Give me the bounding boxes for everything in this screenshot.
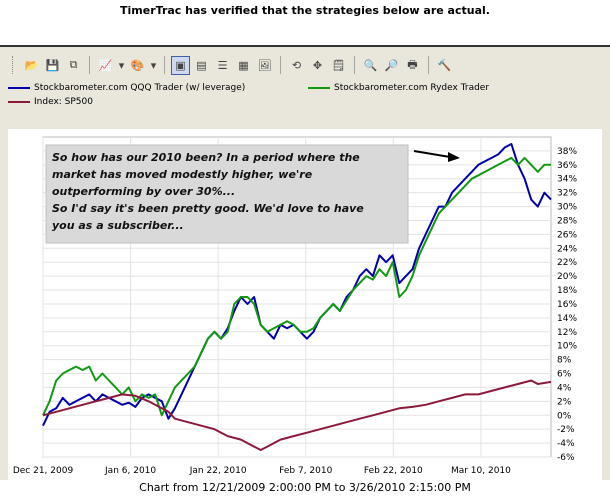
zoom-icon[interactable]: 🔍 [363, 58, 378, 72]
chart-type-icon[interactable]: 📈 [98, 58, 113, 72]
legend-entry-qqq: Stockbarometer.com QQQ Trader (w/ levera… [8, 83, 245, 93]
line-chart: -6% -4% -2% 0% 2% 4% 6% 8% 10% 12% 14% 16% 18% 20% 22%… [13, 136, 577, 476]
y-tick-label: 24% [557, 244, 577, 254]
toolbar-separator [428, 56, 429, 74]
legend-label: Stockbarometer.com Rydex Trader [334, 83, 490, 93]
y-tick-label: -2% [557, 425, 575, 435]
legend-swatch [308, 87, 330, 89]
grid-icon[interactable]: ▦ [238, 58, 249, 72]
annotation-text-line: market has moved modestly higher, we're [52, 168, 313, 181]
open-folder-icon[interactable]: 📂 [24, 58, 39, 72]
legend-entry-rydex: Stockbarometer.com Rydex Trader [308, 83, 489, 93]
layout-list-icon[interactable]: ☰ [217, 58, 228, 72]
picture-icon[interactable]: 🖼 [257, 58, 272, 72]
x-tick-label: Mar 10, 2010 [451, 466, 511, 476]
y-tick-label: 26% [557, 230, 577, 240]
save-icon[interactable]: 💾 [45, 58, 60, 72]
note-icon[interactable]: 🗒 [331, 58, 346, 72]
annotation-arrow-shaft [413, 150, 451, 158]
x-tick-label: Dec 21, 2009 [13, 466, 74, 476]
toolbar-separator [164, 56, 165, 74]
y-tick-label: 4% [557, 383, 572, 393]
y-tick-label: 30% [557, 203, 577, 213]
annotation-text-line: you as a subscriber... [52, 219, 184, 232]
series-line-rydex [42, 156, 551, 417]
x-tick-label: Feb 22, 2010 [364, 466, 423, 476]
toolbar-separator [89, 56, 90, 74]
y-tick-label: 22% [557, 258, 577, 268]
annotation-text-line: So how has our 2010 been? In a period wh… [52, 151, 360, 164]
y-tick-label: -4% [557, 439, 575, 449]
y-tick-label: 2% [557, 397, 572, 407]
print-icon[interactable]: 🖶 [407, 57, 418, 71]
toolbar-separator [280, 56, 281, 74]
legend-entry-sp500: Index: SP500 [8, 97, 93, 107]
y-tick-label: 18% [557, 286, 577, 296]
y-tick-label: 32% [557, 189, 577, 199]
chart-range-caption: Chart from 12/21/2009 2:00:00 PM to 3/26… [139, 481, 471, 494]
x-tick-label: Jan 6, 2010 [104, 466, 156, 476]
annotation-box [45, 144, 409, 244]
toolbar-grip[interactable] [12, 56, 16, 74]
y-tick-label: 38% [557, 147, 577, 157]
chart-panel: 📂 💾 ⧉ 📈 ▾ 🎨 ▾ ▣ ▤ ☰ ▦ 🖼 ⟲ ✥ 🗒 🔍 🔎 🖶 🔨 Stockbarometer.com Q… [0, 45, 610, 480]
y-tick-label: 16% [557, 300, 577, 310]
chart-toolbar: 📂 💾 ⧉ 📈 ▾ 🎨 ▾ ▣ ▤ ☰ ▦ 🖼 ⟲ ✥ 🗒 🔍 🔎 🖶 🔨 [12, 53, 454, 77]
annotation-text-line: So I'd say it's been pretty good. We'd l… [52, 202, 364, 215]
tools-icon[interactable]: 🔨 [437, 58, 452, 72]
x-tick-label: Feb 7, 2010 [279, 466, 332, 476]
rotate-icon[interactable]: ⟲ [291, 58, 302, 72]
y-tick-label: 36% [557, 161, 577, 171]
y-tick-label: -6% [557, 453, 575, 463]
legend-label: Index: SP500 [34, 97, 93, 107]
y-tick-label: 12% [557, 328, 577, 338]
verification-note: TimerTrac has verified that the strategi… [120, 4, 490, 17]
y-tick-label: 10% [557, 342, 577, 352]
annotation-arrow-head [448, 152, 460, 162]
y-tick-label: 28% [557, 216, 577, 226]
chevron-down-icon[interactable]: ▾ [118, 58, 125, 72]
y-tick-label: 20% [557, 272, 577, 282]
series-line-sp500 [42, 379, 552, 451]
chevron-down-icon[interactable]: ▾ [150, 58, 157, 72]
layout-two-icon[interactable]: ▤ [196, 58, 207, 72]
y-tick-label: 8% [557, 356, 572, 366]
y-tick-label: 6% [557, 370, 572, 380]
y-tick-label: 34% [557, 175, 577, 185]
annotation-text-line: outperforming by over 30%... [52, 185, 235, 198]
x-tick-label: Jan 22, 2010 [189, 466, 247, 476]
preview-icon[interactable]: 🔎 [384, 58, 399, 72]
plot-frame: -6% -4% -2% 0% 2% 4% 6% 8% 10% 12% 14% 16% 18% 20% 22%… [8, 129, 602, 480]
move-icon[interactable]: ✥ [312, 58, 323, 72]
toolbar-separator [354, 56, 355, 74]
y-tick-label: 14% [557, 314, 577, 324]
layout-one-icon[interactable]: ▣ [171, 55, 190, 75]
legend-swatch [8, 87, 30, 89]
legend-swatch [8, 101, 30, 103]
y-tick-label: 0% [557, 411, 572, 421]
legend-label: Stockbarometer.com QQQ Trader (w/ levera… [34, 83, 246, 93]
copy-icon[interactable]: ⧉ [69, 58, 78, 71]
palette-icon[interactable]: 🎨 [130, 58, 145, 72]
